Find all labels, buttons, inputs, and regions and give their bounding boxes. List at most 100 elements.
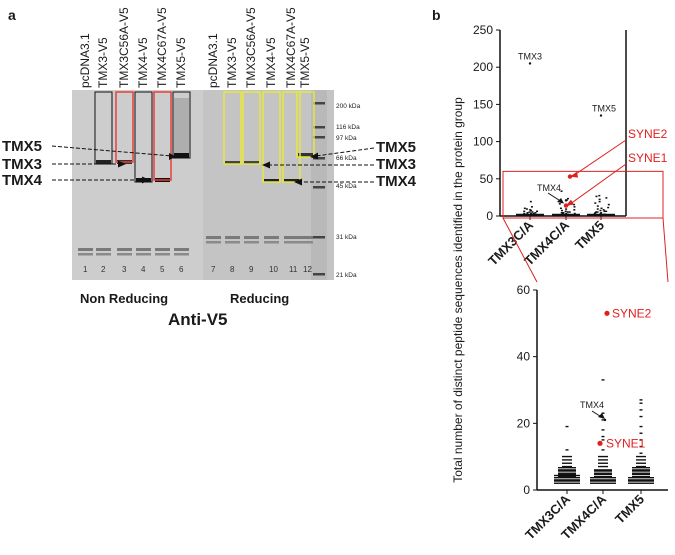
band-low-a-1 — [78, 248, 93, 251]
band-low-b-6 — [174, 253, 189, 256]
band-low-a-12 — [298, 236, 313, 239]
arrow-syne1 — [567, 163, 627, 206]
bottom-point-0-19-0 — [565, 425, 569, 428]
ladder-band-6 — [313, 236, 325, 239]
box-yellow-lane-8 — [223, 91, 242, 165]
lane-label-3: TMX3C56A-V5 — [117, 7, 131, 88]
ladder-band-3 — [313, 136, 325, 139]
top-point-0-3 — [525, 208, 528, 210]
bottom-point-2-10-0 — [636, 455, 646, 458]
band-low-b-9 — [244, 241, 259, 244]
top-label-syne2: SYNE2 — [628, 127, 668, 141]
top-point-0-9 — [528, 211, 531, 213]
ladder-band-4 — [313, 157, 325, 160]
bottom-labeled-point-syne1 — [597, 440, 603, 446]
bottom-labeled-point-syne2 — [604, 310, 610, 316]
bottom-point-2-4-1 — [632, 473, 650, 476]
zoom-connector — [502, 217, 669, 283]
top-point-2-16 — [596, 211, 599, 213]
bottom-point-2-19-0 — [639, 425, 643, 428]
top-point-1-9 — [573, 209, 576, 211]
top-point-1-4 — [558, 203, 561, 205]
ladder-band-5 — [313, 186, 325, 189]
bottom-point-0-6-0 — [558, 469, 576, 471]
marker-97: 97 kDa — [336, 135, 357, 142]
lane-label-11: TMX4C67A-V5 — [284, 7, 298, 88]
top-point-1-0 — [560, 190, 563, 192]
lane-number-1: 1 — [83, 265, 88, 274]
band-low-a-2 — [96, 248, 111, 251]
box-yellow-lane-11 — [282, 91, 301, 183]
top-point-1-8 — [565, 208, 568, 210]
top-point-0-5 — [530, 209, 533, 212]
bottom-point-0-8-0 — [562, 462, 572, 464]
zoom-line-right — [662, 217, 669, 283]
top-point-2-1 — [595, 195, 598, 198]
top-point-1-5 — [573, 203, 576, 206]
bottom-annot-tmx4: TMX4 — [580, 400, 604, 410]
right-label-tmx5: TMX5 — [376, 139, 416, 156]
gel-boxes — [94, 91, 315, 183]
top-point-0-10 — [526, 212, 529, 214]
lane-number-2: 2 — [101, 265, 106, 274]
condition-reducing: Reducing — [230, 291, 289, 306]
bottom-point-0-7-0 — [562, 465, 572, 468]
top-point-2-8 — [607, 206, 610, 209]
bottom-point-2-6-1 — [632, 467, 650, 469]
zoom-box — [502, 170, 664, 219]
top-xtick-label-2: TMX5 — [572, 218, 607, 253]
bottom-point-1-23-0 — [601, 412, 605, 414]
bottom-point-1-9-0 — [598, 459, 608, 461]
ladder-band-7 — [313, 273, 325, 276]
top-ytick-label-200: 200 — [473, 60, 493, 74]
marker-31: 31 kDa — [336, 234, 357, 241]
top-annot-tmx4-arrowhead — [557, 198, 564, 204]
band-low-a-6 — [174, 248, 189, 251]
antibody-label: Anti-V5 — [168, 310, 228, 329]
lane-number-8: 8 — [230, 265, 235, 274]
bottom-point-2-3-1 — [628, 477, 654, 479]
top-point-0-7 — [536, 210, 539, 213]
band-low-b-1 — [78, 253, 93, 256]
bottom-point-0-5-1 — [558, 470, 576, 472]
top-point-2-11 — [602, 209, 605, 211]
box-yellow-lane-12 — [296, 91, 315, 158]
top-labeled-point-tmx3 — [528, 62, 532, 65]
top-point-1-6 — [573, 206, 576, 208]
bottom-annot-tmx4-arrowhead — [598, 413, 605, 419]
bottom-point-1-15-0 — [601, 439, 605, 441]
top-point-1-13 — [568, 211, 571, 213]
arrow-tmx5-left — [51, 145, 173, 157]
arrow-syne2 — [571, 139, 627, 177]
top-labeled-point-tmx5 — [599, 114, 603, 117]
bottom-point-1-6-0 — [594, 469, 612, 471]
bottom-point-0-3-0 — [554, 479, 580, 481]
band-low-a-3 — [117, 248, 132, 251]
lane-number-6: 6 — [179, 265, 184, 274]
bottom-point-2-2-0 — [628, 482, 654, 484]
bottom-point-0-12-0 — [565, 449, 569, 451]
top-point-2-4 — [598, 200, 601, 203]
bottom-point-0-2-1 — [554, 480, 580, 482]
lane-label-9: TMX3C56A-V5 — [244, 7, 258, 88]
bottom-point-1-5-1 — [594, 470, 612, 472]
bottom-label-syne2: SYNE2 — [612, 306, 652, 320]
band-low-b-11 — [284, 241, 299, 244]
lane-number-3: 3 — [122, 265, 127, 274]
band-low-a-5 — [155, 248, 170, 251]
bottom-point-2-26-0 — [639, 402, 643, 404]
band-low-a-8 — [225, 236, 240, 239]
bottom-point-2-3-0 — [628, 479, 654, 481]
top-annot-tmx3: TMX3 — [518, 51, 542, 61]
bottom-point-1-33-0 — [601, 379, 605, 381]
top-point-0-4 — [529, 209, 532, 211]
gel-bands — [78, 98, 325, 276]
top-point-1-10 — [561, 209, 564, 212]
bottom-point-1-4-1 — [594, 473, 612, 476]
top-cluster-base-0 — [516, 213, 544, 216]
top-annot-tmx5: TMX5 — [592, 104, 616, 114]
bottom-point-1-7-0 — [598, 465, 608, 468]
top-point-1-7 — [559, 207, 562, 210]
